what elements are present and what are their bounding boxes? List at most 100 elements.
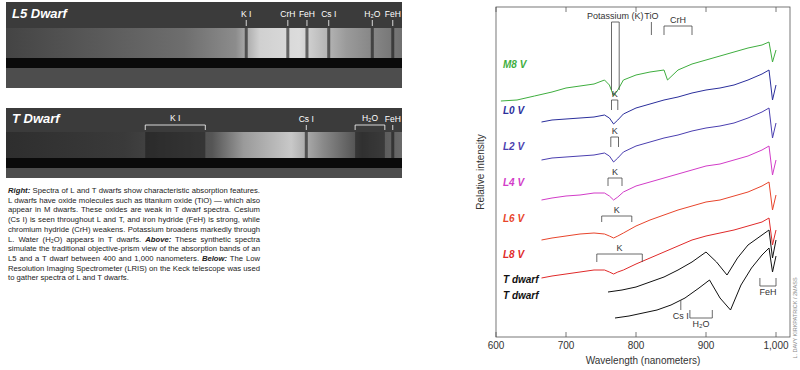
annotation-label: K: [612, 126, 618, 136]
annotation-label: K: [614, 205, 620, 215]
spectrum-line: [542, 70, 777, 124]
annotation-bracket: [612, 22, 620, 90]
absorption-line: [327, 28, 330, 58]
spectrum-line: [542, 182, 777, 240]
feature-label: K I: [241, 9, 251, 19]
absorption-line: [286, 28, 289, 58]
series-label: T dwarf: [503, 274, 540, 285]
prism-background: [6, 108, 402, 178]
spectrum-line: [608, 230, 776, 292]
figure: L5 Dwarf K I CrH FeH Cs I H₂O FeH T Dwarf K I Cs …: [0, 0, 800, 370]
prism-lower-strip: [6, 68, 402, 88]
x-tick-label: 600: [488, 340, 505, 351]
x-tick: [566, 332, 567, 337]
absorption-line: [391, 132, 394, 158]
plot-frame: [496, 7, 790, 337]
spectrum-line: [542, 146, 777, 200]
feature-tick: [246, 20, 247, 26]
annotation-bracket: [612, 100, 618, 110]
feature-label: H₂O: [364, 9, 380, 19]
feature-tick: [287, 20, 288, 26]
prism-background: [6, 2, 402, 88]
series-label: T dwarf: [503, 290, 540, 301]
annotation-bracket: [664, 26, 692, 35]
feature-label: K I: [170, 113, 180, 123]
x-tick-label: 1,000: [763, 340, 788, 351]
spectrum-line: [542, 218, 777, 278]
x-axis-label: Wavelength (nanometers): [586, 355, 701, 366]
prism-title: T Dwarf: [12, 111, 61, 126]
x-tick: [706, 7, 707, 12]
annotation-label: Cs I: [673, 311, 689, 321]
chart: 600 700 800 900 1,000 Wavelength (nanometers)…: [475, 7, 790, 366]
prism-dark-strip: [6, 58, 402, 68]
absorption-line: [305, 28, 308, 58]
annotation-bracket: [690, 310, 712, 318]
absorption-line: [391, 28, 394, 58]
feature-bracket: [355, 125, 385, 130]
annotation-label: K: [612, 89, 618, 99]
absorption-line: [371, 28, 374, 58]
feature-tick: [372, 20, 373, 26]
annotation-label: FeH: [759, 287, 776, 297]
x-tick: [496, 7, 497, 12]
annotation-label: K: [617, 243, 623, 253]
feature-label: Cs I: [321, 9, 336, 19]
series-label: L8 V: [503, 249, 525, 260]
x-tick-label: 900: [698, 340, 715, 351]
x-tick: [706, 332, 707, 337]
feature-label: CrH: [280, 9, 295, 19]
x-tick: [566, 7, 567, 12]
prism-panel: T Dwarf K I Cs I H₂O FeH: [6, 108, 402, 178]
x-tick-label: 700: [558, 340, 575, 351]
annotation-bracket: [608, 178, 622, 186]
caption-lead: Below:: [202, 254, 227, 263]
series-label: L4 V: [503, 177, 525, 188]
x-tick: [776, 7, 777, 12]
series-label: M8 V: [503, 59, 528, 70]
annotation-label: CrH: [670, 15, 686, 25]
prism-spectrum: [6, 132, 402, 158]
caption-lead: Right:: [8, 186, 30, 195]
prism-spectrum: [6, 28, 402, 58]
prism-dark-strip: [6, 158, 402, 168]
y-axis-label: Relative intensity: [475, 134, 486, 210]
annotation-label: Potassium (K): [587, 11, 644, 21]
feature-label: H₂O: [362, 113, 378, 123]
annotation-bracket: [611, 137, 619, 147]
annotation-bracket: [602, 216, 632, 222]
feature-label: FeH: [299, 9, 315, 19]
series-group: [501, 42, 776, 318]
caption-lead: Above:: [145, 235, 171, 244]
prism-panel: L5 Dwarf K I CrH FeH Cs I H₂O FeH: [6, 2, 402, 88]
spectrum-line: [501, 42, 776, 101]
x-tick: [776, 332, 777, 337]
feature-label: FeH: [385, 9, 401, 19]
feature-bracket: [145, 125, 205, 130]
feature-label: FeH: [385, 114, 401, 124]
prism-title: L5 Dwarf: [12, 6, 69, 21]
x-tick-label: 800: [628, 340, 645, 351]
spectrum-line: [615, 248, 776, 318]
absorption-line: [245, 28, 248, 58]
feature-tick: [306, 20, 307, 26]
absorption-band: [355, 132, 385, 158]
x-tick: [636, 332, 637, 337]
feature-tick: [392, 125, 393, 130]
spectrum-line: [542, 108, 777, 162]
annotation-label: H₂O: [693, 319, 710, 329]
series-label: L2 V: [503, 141, 525, 152]
annotation-bracket: [760, 278, 776, 286]
x-tick: [496, 332, 497, 337]
absorption-band: [145, 132, 205, 158]
annotation-label: TiO: [644, 11, 658, 21]
caption: Right: Spectra of L and T dwarfs show ch…: [8, 186, 260, 283]
annotation-tick: [680, 300, 681, 310]
feature-label: Cs I: [299, 114, 314, 124]
annotation-bracket: [597, 254, 643, 262]
series-label: L0 V: [503, 105, 525, 116]
annotation-tick: [651, 22, 652, 35]
feature-tick: [306, 125, 307, 130]
feature-tick: [392, 20, 393, 26]
prism-lower-strip: [6, 168, 402, 178]
